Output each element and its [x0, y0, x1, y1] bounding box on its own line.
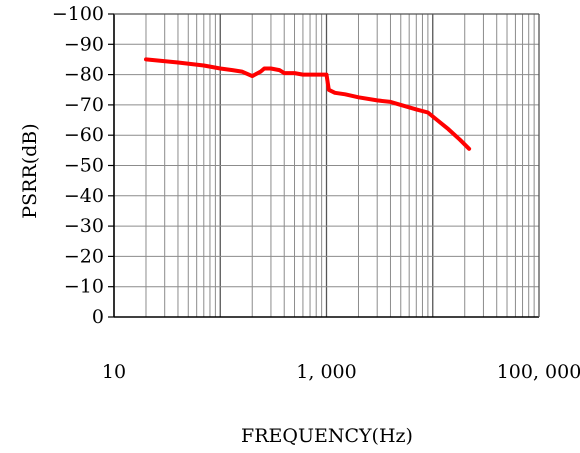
y-tick-label: −80	[64, 64, 104, 86]
x-tick-label: 100, 000	[497, 361, 580, 383]
x-tick-label: 1, 000	[296, 361, 356, 383]
y-tick-label: −40	[64, 185, 104, 207]
y-tick-label: −70	[64, 94, 104, 116]
y-tick-label: −90	[64, 33, 104, 55]
y-tick-label: −10	[64, 276, 104, 298]
series-group	[144, 57, 472, 151]
y-tick-label: −30	[64, 215, 104, 237]
y-tick-label: −100	[52, 3, 104, 25]
y-axis-label: PSRR(dB)	[19, 123, 41, 218]
grid-lines	[108, 13, 540, 318]
psrr-series-line	[144, 57, 472, 151]
x-axis-label: FREQUENCY(Hz)	[241, 425, 413, 447]
y-tick-label: −60	[64, 124, 104, 146]
y-tick-label: −50	[64, 155, 104, 177]
y-tick-label: 0	[92, 306, 104, 328]
x-tick-label: 10	[102, 361, 126, 383]
y-tick-label: −20	[64, 245, 104, 267]
